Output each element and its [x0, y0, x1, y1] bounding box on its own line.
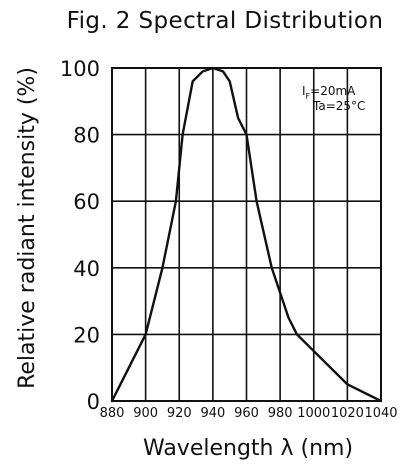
chart-title: Fig. 2 Spectral Distribution — [67, 8, 384, 34]
x-tick-label: 1000 — [297, 406, 330, 421]
spectral-curve — [110, 66, 383, 403]
x-tick-label: 1040 — [364, 406, 397, 421]
current-value-text: =20mA — [310, 84, 356, 98]
x-tick-label: 920 — [167, 406, 192, 421]
x-tick-label: 960 — [234, 406, 259, 421]
y-tick-label: 0 — [87, 390, 100, 414]
x-tick-label: 1020 — [331, 406, 364, 421]
y-tick-label: 20 — [73, 323, 100, 347]
temperature-condition-annotation: Ta=25°C — [312, 99, 365, 113]
current-condition-annotation: IF=20mA — [302, 84, 356, 101]
y-tick-label: 80 — [73, 124, 100, 148]
y-tick-label: 60 — [73, 190, 100, 214]
y-tick-label: 100 — [60, 57, 100, 81]
x-tick-label: 880 — [100, 406, 125, 421]
current-i-text: I — [302, 84, 306, 98]
current-subscript-text: F — [306, 92, 311, 101]
x-tick-label: 980 — [268, 406, 293, 421]
ticks-layer: 880 900 920 940 960 980 1000 1020 1040 0 20 40 60 80 1… — [60, 57, 398, 421]
x-tick-label: 900 — [133, 406, 158, 421]
grid-layer — [111, 67, 382, 402]
curve-layer — [110, 66, 383, 403]
x-axis-label: Wavelength λ (nm) — [143, 436, 353, 461]
y-tick-label: 40 — [73, 257, 100, 281]
x-tick-label: 940 — [200, 406, 225, 421]
y-axis-label: Relative radiant intensity (%) — [15, 67, 40, 389]
